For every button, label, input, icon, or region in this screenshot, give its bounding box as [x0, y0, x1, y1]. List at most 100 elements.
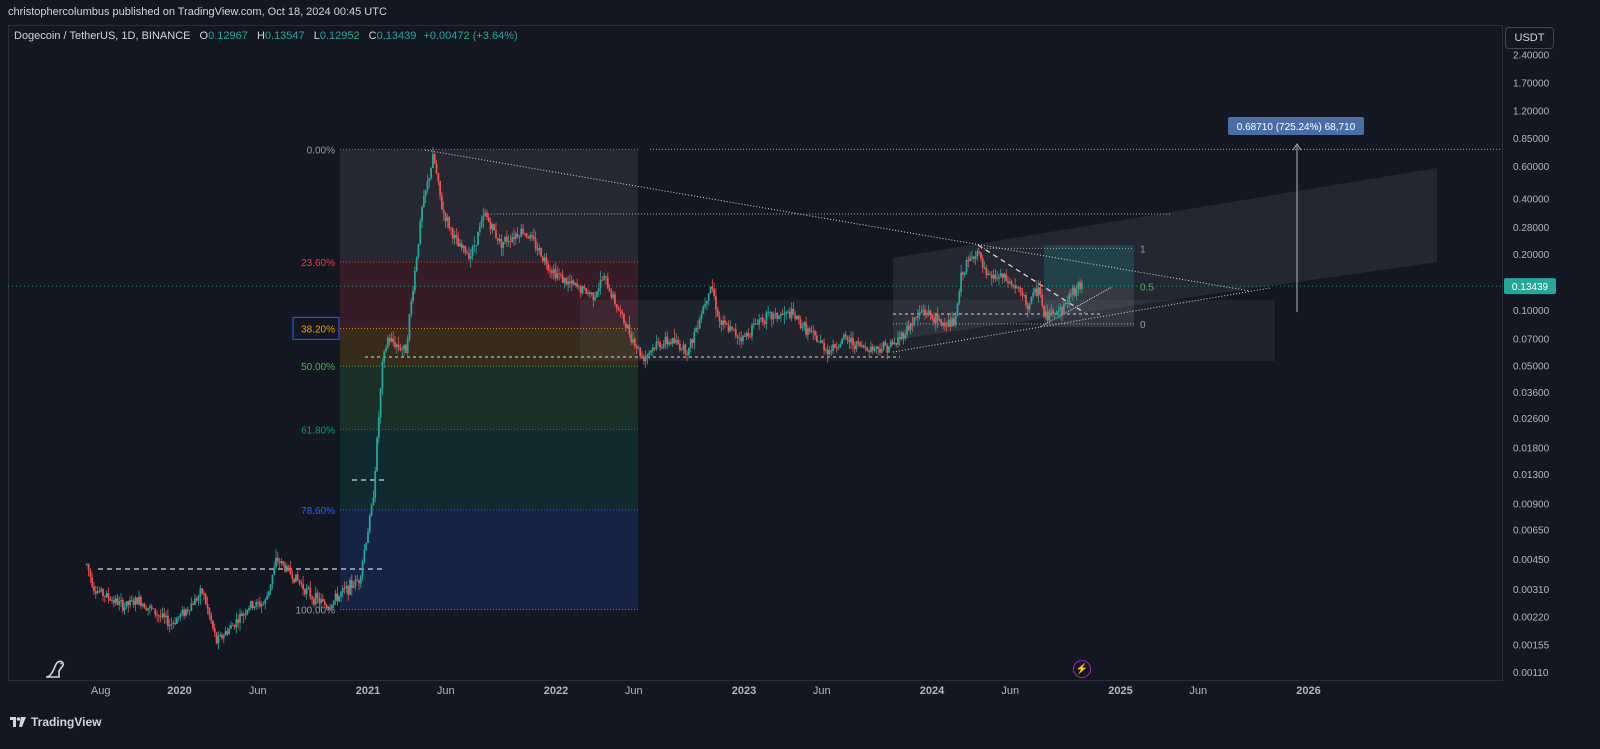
candle-body — [742, 335, 744, 342]
price-axis-tick: 0.00650 — [1513, 525, 1550, 536]
candle-body — [212, 620, 214, 629]
risk-zone — [1044, 287, 1134, 327]
candle-body — [581, 286, 584, 294]
candle-body — [253, 606, 256, 609]
candle-body — [969, 257, 972, 262]
measure-arrow-icon — [1292, 143, 1302, 151]
candle-body — [157, 615, 160, 617]
candle-body — [311, 597, 314, 600]
candle-body — [511, 237, 514, 242]
candle-body — [648, 352, 651, 355]
candle-body — [498, 238, 501, 241]
candle-body — [1039, 287, 1042, 295]
candle-body — [913, 317, 916, 326]
candle-body — [952, 318, 955, 326]
candle-body — [264, 599, 267, 604]
candle-body — [673, 338, 676, 343]
candle-body — [385, 347, 387, 352]
candle-body — [605, 275, 607, 278]
candle-body — [424, 190, 427, 197]
candle-body — [179, 613, 182, 617]
price-axis-tick: 0.85000 — [1513, 134, 1550, 145]
candle-body — [684, 344, 687, 354]
candle-body — [305, 588, 308, 595]
candle-body — [329, 607, 332, 609]
candle-body — [541, 256, 544, 262]
candle-body — [597, 288, 600, 292]
candle-body — [1001, 273, 1004, 278]
candle-body — [331, 604, 333, 608]
candle-body — [776, 312, 779, 319]
candle-body — [954, 316, 957, 326]
candle-body — [978, 251, 981, 253]
candle-body — [1005, 273, 1008, 282]
time-axis-tick: Jun — [813, 685, 831, 697]
candle-body — [864, 347, 867, 349]
candle-body — [751, 325, 753, 337]
candle-body — [219, 634, 222, 637]
candle-body — [839, 343, 842, 347]
candle-body — [947, 319, 950, 327]
candle-body — [740, 337, 743, 342]
candle-body — [435, 163, 438, 174]
candle-body — [1066, 302, 1069, 304]
candle-body — [473, 245, 476, 247]
candle-body — [1032, 292, 1035, 297]
lightning-icon[interactable]: ⚡ — [1073, 660, 1091, 678]
close-label: C — [368, 30, 377, 42]
candle-body — [437, 173, 440, 181]
candle-body — [576, 283, 579, 287]
candle-body — [942, 322, 944, 326]
candle-body — [633, 339, 636, 346]
candle-body — [509, 241, 512, 242]
candle-body — [875, 346, 878, 349]
candle-body — [363, 549, 366, 562]
candle-body — [608, 288, 611, 292]
candle-body — [931, 315, 934, 319]
candle-body — [980, 252, 982, 259]
candle-body — [754, 323, 757, 325]
fib-zone — [340, 366, 638, 430]
open-value: 0.12967 — [208, 30, 248, 42]
candle-body — [868, 351, 871, 353]
price-axis-tick: 0.40000 — [1513, 195, 1550, 206]
candle-body — [623, 313, 625, 323]
tradingview-logo[interactable]: TradingView — [10, 715, 101, 729]
candle-body — [810, 331, 813, 332]
candle-body — [278, 561, 281, 564]
candle-body — [302, 584, 305, 590]
symbol-title[interactable]: Dogecoin / TetherUS, 1D, BINANCE — [14, 30, 191, 42]
candle-body — [404, 344, 407, 354]
price-chart[interactable]: 0.00%23.60%38.20%50.00%61.80%78.60%100.0… — [0, 0, 1600, 705]
candle-body — [298, 580, 301, 583]
candle-body — [89, 570, 92, 577]
candle-body — [320, 599, 323, 604]
candle-body — [682, 344, 685, 350]
candle-body — [897, 337, 899, 345]
candle-body — [204, 594, 207, 605]
time-axis-tick: Jun — [625, 685, 643, 697]
candle-body — [846, 336, 849, 340]
candle-body — [828, 350, 831, 355]
candle-body — [134, 597, 137, 605]
symbol-legend: Dogecoin / TetherUS, 1D, BINANCE O0.1296… — [14, 30, 518, 42]
candle-body — [316, 593, 319, 599]
time-axis-tick: Jun — [249, 685, 267, 697]
candle-body — [399, 347, 402, 351]
candle-body — [594, 297, 597, 300]
candle-body — [668, 342, 670, 345]
wedge-lower-line — [1039, 286, 1113, 328]
candle-body — [590, 292, 593, 295]
candle-body — [680, 349, 683, 351]
candle-body — [1073, 287, 1076, 296]
candle-body — [145, 608, 148, 611]
candle-body — [221, 634, 223, 639]
currency-button[interactable]: USDT — [1505, 27, 1554, 49]
candle-body — [989, 273, 991, 275]
candle-body — [358, 580, 360, 584]
candle-body — [812, 331, 815, 332]
candle-body — [282, 561, 285, 565]
candle-body — [161, 613, 164, 617]
candle-body — [1048, 310, 1051, 321]
candle-body — [523, 233, 526, 235]
